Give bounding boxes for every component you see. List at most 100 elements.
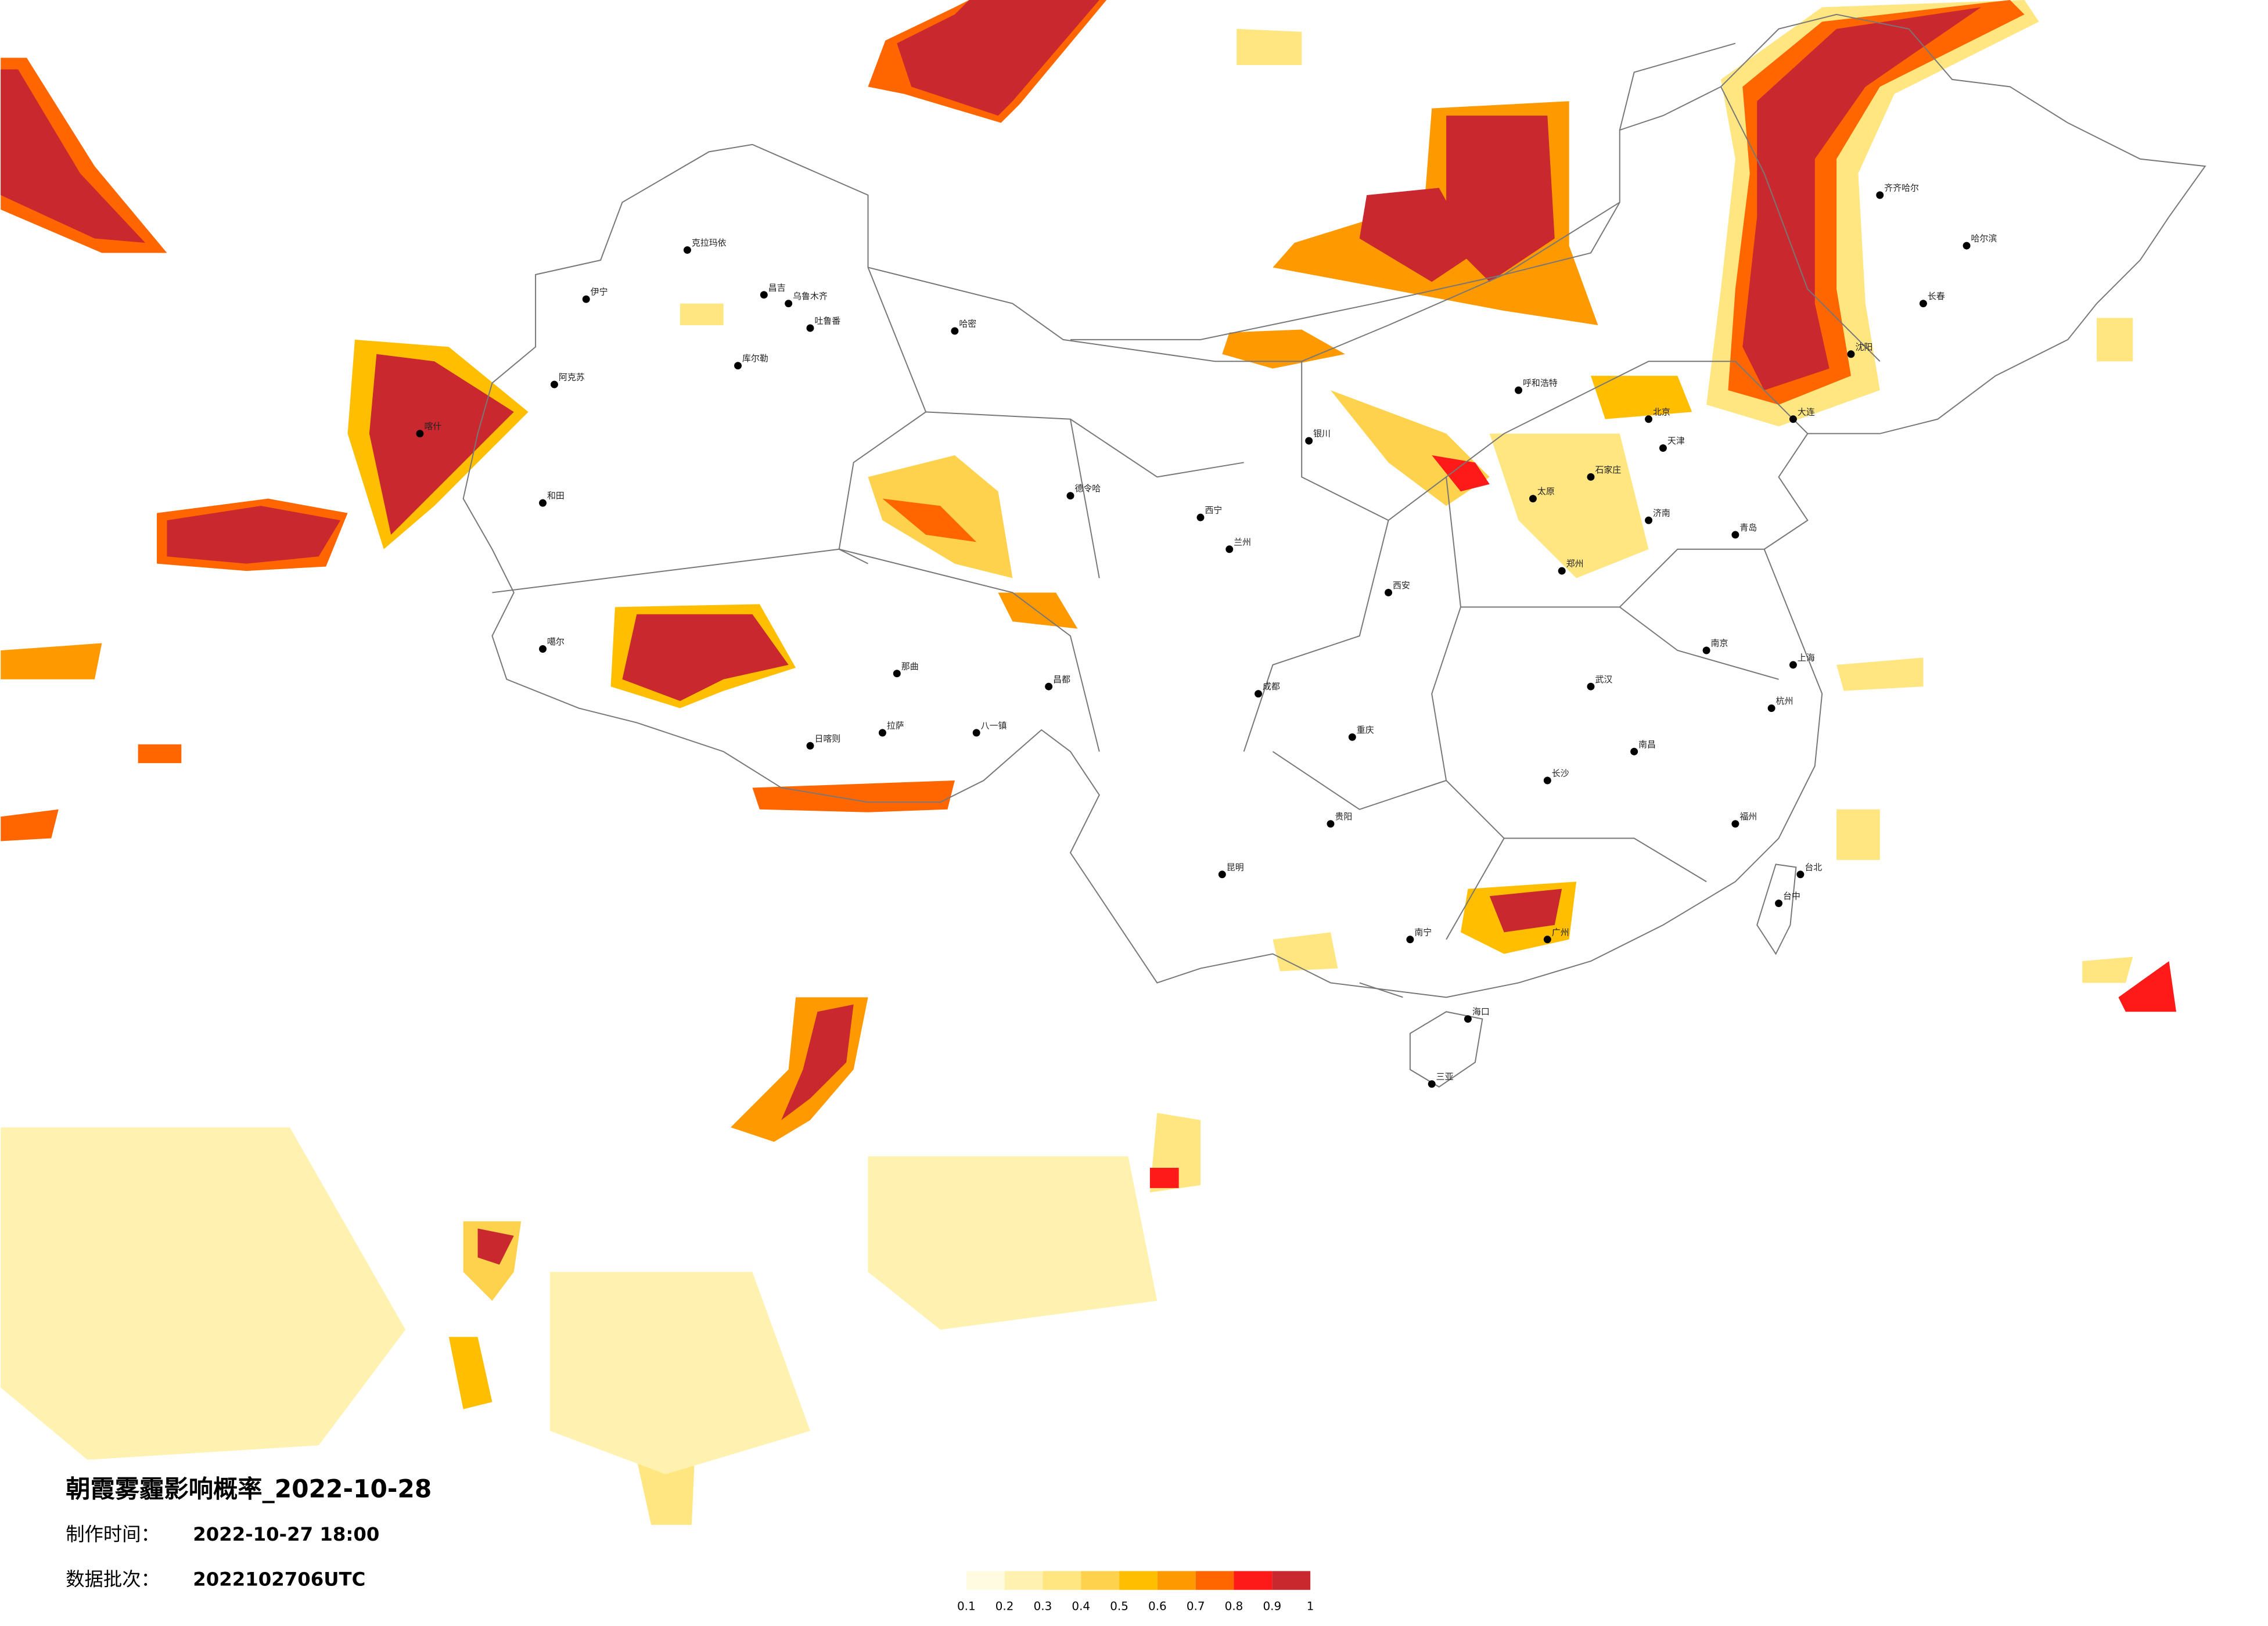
field-patch — [781, 1004, 854, 1120]
city-label: 长沙 — [1552, 768, 1569, 779]
legend-tick-label: 0.6 — [1148, 1600, 1167, 1613]
city-label: 天津 — [1667, 436, 1685, 446]
city-label: 呼和浩特 — [1523, 378, 1558, 388]
field-patch — [1836, 809, 1880, 860]
field-patch — [1489, 888, 1562, 933]
city-label: 那曲 — [901, 661, 919, 671]
city-label: 库尔勒 — [742, 353, 768, 364]
city-label: 伊宁 — [591, 287, 608, 297]
city-dot — [760, 291, 768, 299]
city-dot — [1847, 350, 1855, 358]
batch-label: 数据批次： — [66, 1568, 160, 1590]
field-patch — [1432, 455, 1490, 492]
legend: 0.1 0.2 0.3 0.4 0.5 0.6 0.7 0.8 0.9 1 — [957, 1571, 1314, 1613]
city-dot — [1218, 870, 1226, 879]
city-label: 三亚 — [1436, 1071, 1454, 1082]
field-patch — [138, 744, 182, 764]
city-dot — [1789, 415, 1797, 423]
city-label: 阿克苏 — [559, 372, 585, 383]
city-label: 昆明 — [1227, 862, 1244, 872]
probability-field — [1, 0, 2176, 1525]
city-label: 德令哈 — [1074, 483, 1101, 494]
city-dot — [1731, 531, 1739, 539]
city-dot — [1385, 588, 1393, 596]
legend-tick-label: 0.4 — [1072, 1600, 1090, 1613]
legend-tick-label: 0.5 — [1110, 1600, 1128, 1613]
issue-label: 制作时间： — [66, 1523, 160, 1545]
city-label: 齐齐哈尔 — [1884, 183, 1919, 193]
field-patch — [2118, 961, 2176, 1012]
legend-tick-label: 1 — [1307, 1600, 1314, 1613]
city-dot — [683, 246, 691, 254]
legend-swatch — [1234, 1571, 1273, 1590]
city-dot — [1348, 733, 1356, 741]
city-dot — [582, 295, 590, 303]
city-label: 沈阳 — [1855, 341, 1872, 352]
city-label: 银川 — [1313, 429, 1331, 439]
field-patch — [1590, 376, 1692, 419]
city-label: 重庆 — [1357, 725, 1374, 735]
city-label: 郑州 — [1566, 559, 1584, 569]
city-label: 台中 — [1783, 891, 1800, 901]
field-patch — [868, 1156, 1158, 1330]
city-label: 上海 — [1798, 652, 1815, 663]
field-patch — [680, 303, 724, 325]
legend-swatch — [1043, 1571, 1081, 1590]
city-label: 福州 — [1739, 811, 1757, 822]
city-label: 和田 — [547, 491, 565, 501]
field-patch — [752, 780, 955, 812]
legend-swatch — [1195, 1571, 1234, 1590]
city-label: 南昌 — [1638, 739, 1656, 750]
city-dot — [1796, 870, 1805, 879]
city-label: 杭州 — [1776, 696, 1793, 706]
city-dot — [1876, 191, 1884, 199]
issue-value: 2022-10-27 18:00 — [193, 1523, 379, 1545]
city-dot — [1543, 936, 1551, 944]
city-label: 吐鲁番 — [814, 316, 840, 326]
city-dot — [416, 430, 424, 438]
neighbor-lines — [1070, 42, 1736, 998]
field-patch — [882, 498, 977, 542]
city-dot — [1515, 386, 1523, 394]
field-patch — [1222, 329, 1345, 369]
field-patch — [1359, 188, 1475, 282]
city-dot — [1767, 704, 1775, 713]
field-patch — [167, 506, 341, 564]
city-label: 昌吉 — [768, 282, 786, 293]
city-dot — [1702, 646, 1710, 654]
legend-swatch — [1004, 1571, 1043, 1590]
city-label: 武汉 — [1595, 674, 1612, 685]
city-dot — [1645, 415, 1653, 423]
field-patch — [1489, 433, 1649, 578]
borders — [462, 13, 2206, 1088]
hainan — [1409, 1011, 1483, 1088]
city-label: 贵阳 — [1335, 811, 1352, 822]
city-dot — [1196, 513, 1205, 521]
city-label: 哈尔滨 — [1971, 233, 1997, 244]
province-lines — [492, 86, 1881, 940]
city-dot — [806, 324, 814, 332]
field-patch — [477, 1228, 514, 1265]
city-dot — [1428, 1080, 1436, 1088]
city-label: 海口 — [1472, 1006, 1490, 1017]
city-dot — [1789, 661, 1797, 669]
legend-swatch — [1157, 1571, 1196, 1590]
field-patch — [1, 1127, 406, 1460]
city-dot — [1464, 1015, 1472, 1023]
city-label: 拉萨 — [887, 720, 904, 731]
city-dot — [1731, 820, 1739, 828]
taiwan — [1756, 864, 1797, 955]
city-dot — [1630, 747, 1638, 756]
city-label: 乌鲁木齐 — [793, 291, 828, 301]
city-label: 石家庄 — [1595, 465, 1621, 475]
city-label: 克拉玛依 — [692, 238, 727, 248]
city-label: 西安 — [1393, 580, 1410, 591]
city-dot — [1919, 300, 1927, 308]
city-dot — [1529, 495, 1537, 503]
legend-tick-label: 0.7 — [1187, 1600, 1205, 1613]
city-label: 青岛 — [1739, 522, 1757, 533]
legend-swatch — [966, 1571, 1005, 1590]
city-dot — [1543, 776, 1551, 785]
city-label: 喀什 — [424, 421, 441, 431]
